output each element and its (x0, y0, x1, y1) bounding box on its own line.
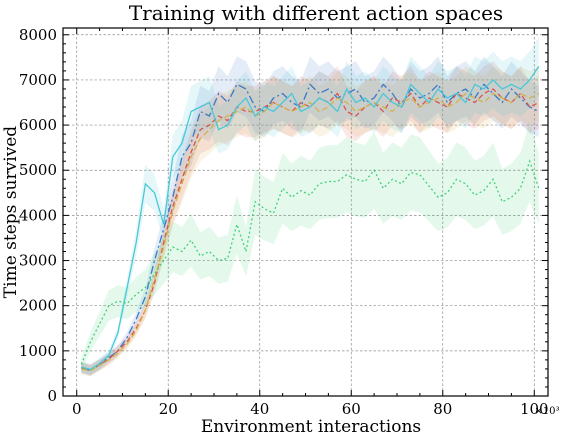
x-tick-label: 80 (433, 400, 452, 418)
y-axis-label: Time steps survived (1, 126, 21, 298)
y-tick-label: 1000 (19, 342, 57, 360)
x-tick-label: 100 (520, 400, 549, 418)
series-band-2 (81, 66, 539, 377)
series-band-3 (81, 36, 539, 375)
x-tick-label: 60 (342, 400, 361, 418)
y-tick-label: 7000 (19, 71, 57, 89)
grid-lines (63, 28, 548, 397)
y-tick-label: 3000 (19, 252, 57, 270)
series-line-2 (81, 92, 540, 372)
series-line-0 (81, 83, 540, 372)
axis-ticks: 0 20 40 60 80 1000100020003000400050006000700… (19, 26, 549, 418)
series-band-0 (81, 56, 539, 377)
x-axis-label: Environment interactions (201, 417, 421, 437)
series-band-4 (81, 121, 539, 372)
y-tick-label: 2000 (19, 297, 57, 315)
chart-title: Training with different action spaces (129, 1, 503, 25)
y-tick-label: 5000 (19, 161, 57, 179)
y-tick-label: 0 (47, 387, 57, 405)
y-tick-label: 8000 (19, 26, 57, 44)
y-tick-label: 4000 (19, 206, 57, 224)
series-band-1 (81, 61, 539, 376)
x-axis-multiplier: ×10³ (534, 406, 559, 417)
confidence-bands (81, 36, 539, 377)
x-tick-label: 20 (159, 400, 178, 418)
series-lines (80, 66, 540, 372)
x-tick-label: 0 (72, 400, 82, 418)
x-tick-label: 40 (250, 400, 269, 418)
y-tick-label: 6000 (19, 116, 57, 134)
series-line-3 (81, 66, 540, 371)
